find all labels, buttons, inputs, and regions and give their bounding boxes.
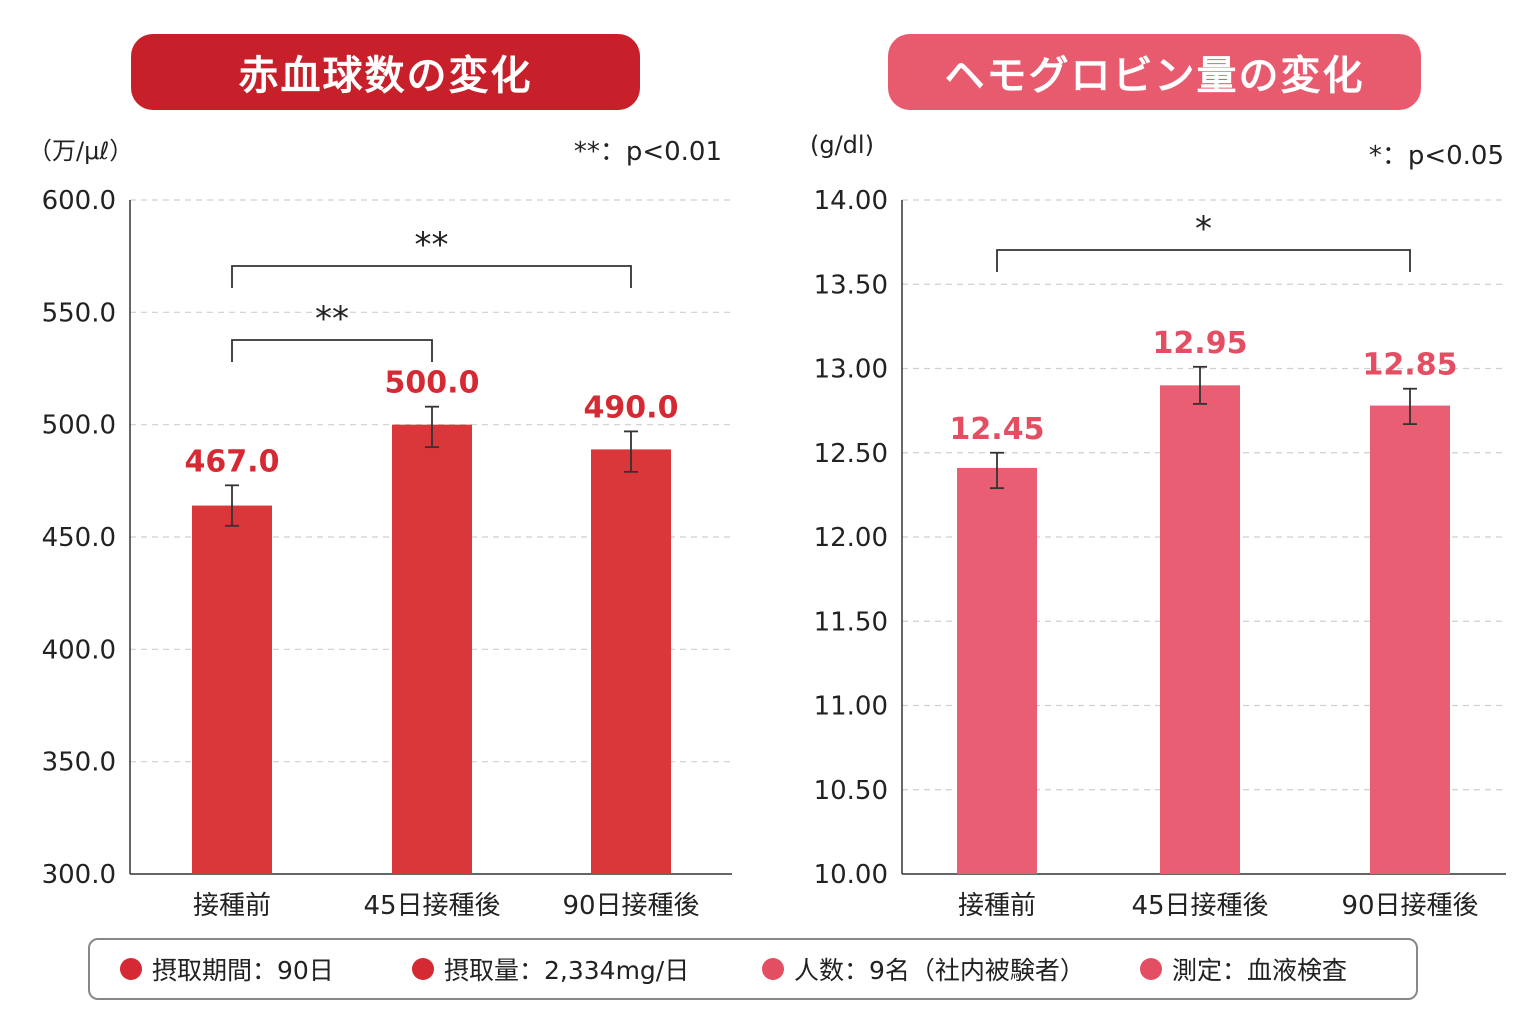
y-tick-label: 550.0 xyxy=(42,298,116,328)
legend-dot xyxy=(1140,958,1162,980)
legend-text: 人数：9名（社内被験者） xyxy=(794,956,1085,985)
bar xyxy=(192,505,272,874)
x-tick-label: 接種前 xyxy=(958,891,1036,921)
legend-text: 測定：血液検査 xyxy=(1172,956,1348,985)
legend-item-dose: 摂取量：2,334mg/日 xyxy=(412,951,689,987)
hemoglobin-significance-note: *：p<0.05 xyxy=(1368,141,1504,171)
legend-text: 摂取量：2,334mg/日 xyxy=(444,956,690,985)
data-label: 12.85 xyxy=(1363,348,1458,383)
rbc-significance-note: **：p<0.01 xyxy=(573,137,722,167)
y-tick-label: 10.50 xyxy=(814,776,888,806)
hemoglobin-chart-title: ヘモグロビン量の変化 xyxy=(888,34,1421,110)
data-label: 12.45 xyxy=(950,412,1045,447)
y-tick-label: 600.0 xyxy=(42,186,116,216)
x-tick-label: 45日接種後 xyxy=(1131,891,1268,921)
y-tick-label: 500.0 xyxy=(42,411,116,441)
rbc-bar-chart: 300.0 350.0 400.0 450.0 500.0 550.0 600.0 467.0… xyxy=(42,186,732,921)
significance-bracket xyxy=(996,249,1411,272)
significance-bracket xyxy=(231,339,433,362)
hemoglobin-bar-chart: 10.00 10.50 11.00 11.50 12.00 12.50 13.00 13.50… xyxy=(814,186,1506,921)
bar xyxy=(591,449,671,874)
significance-marker: ** xyxy=(315,299,349,339)
y-tick-label: 11.00 xyxy=(814,692,888,722)
x-tick-label: 90日接種後 xyxy=(562,891,699,921)
y-tick-label: 300.0 xyxy=(42,860,116,890)
legend-dot xyxy=(762,958,784,980)
x-tick-label: 45日接種後 xyxy=(363,891,500,921)
legend-dot xyxy=(412,958,434,980)
significance-marker: ** xyxy=(415,225,449,265)
legend-item-subjects: 人数：9名（社内被験者） xyxy=(762,951,1085,987)
legend-text: 摂取期間：90日 xyxy=(152,956,334,985)
legend-dot xyxy=(120,958,142,980)
y-tick-label: 13.50 xyxy=(814,270,888,300)
legend-box: 摂取期間：90日 摂取量：2,334mg/日 人数：9名（社内被験者） 測定：血… xyxy=(88,938,1418,1000)
bar xyxy=(957,467,1037,874)
bar xyxy=(1370,405,1450,874)
y-tick-label: 12.00 xyxy=(814,523,888,553)
y-tick-label: 450.0 xyxy=(42,523,116,553)
y-tick-label: 11.50 xyxy=(814,607,888,637)
bar xyxy=(392,424,472,874)
significance-marker: * xyxy=(1195,209,1212,249)
hemoglobin-unit-label: (g/dl) xyxy=(810,131,874,159)
rbc-chart-title: 赤血球数の変化 xyxy=(131,34,640,110)
y-tick-label: 10.00 xyxy=(814,860,888,890)
y-tick-label: 400.0 xyxy=(42,635,116,665)
rbc-unit-label: （万/μℓ） xyxy=(28,137,134,165)
data-label: 490.0 xyxy=(584,390,679,425)
x-tick-label: 90日接種後 xyxy=(1341,891,1478,921)
y-tick-label: 14.00 xyxy=(814,186,888,216)
legend-item-measurement: 測定：血液検査 xyxy=(1140,951,1347,987)
legend-item-period: 摂取期間：90日 xyxy=(120,951,334,987)
data-label: 500.0 xyxy=(385,366,480,401)
x-tick-label: 接種前 xyxy=(193,891,271,921)
significance-bracket xyxy=(231,265,632,288)
bar xyxy=(1160,385,1240,874)
data-label: 12.95 xyxy=(1153,326,1248,361)
y-tick-label: 13.00 xyxy=(814,355,888,385)
data-label: 467.0 xyxy=(185,444,280,479)
y-tick-label: 350.0 xyxy=(42,748,116,778)
y-tick-label: 12.50 xyxy=(814,439,888,469)
